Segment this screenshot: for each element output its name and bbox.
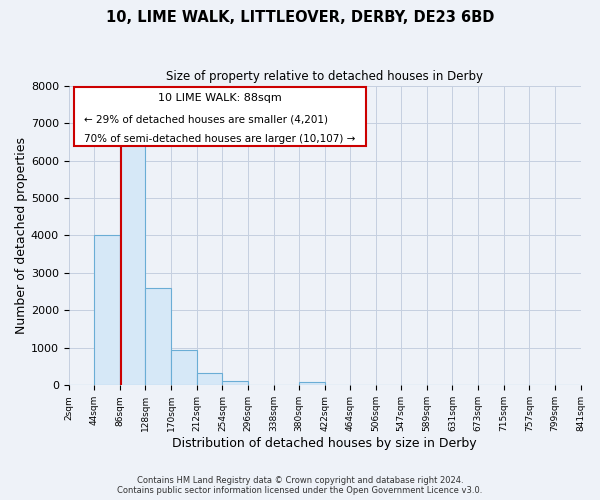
Bar — [299, 382, 325, 386]
Text: 10, LIME WALK, LITTLEOVER, DERBY, DE23 6BD: 10, LIME WALK, LITTLEOVER, DERBY, DE23 6… — [106, 10, 494, 25]
FancyBboxPatch shape — [74, 87, 365, 146]
Text: ← 29% of detached houses are smaller (4,201): ← 29% of detached houses are smaller (4,… — [84, 114, 328, 124]
Title: Size of property relative to detached houses in Derby: Size of property relative to detached ho… — [166, 70, 483, 83]
Y-axis label: Number of detached properties: Number of detached properties — [15, 137, 28, 334]
Bar — [197, 374, 223, 386]
Bar — [171, 350, 197, 386]
Bar — [223, 381, 248, 386]
Bar — [145, 288, 171, 386]
Text: Contains HM Land Registry data © Crown copyright and database right 2024.
Contai: Contains HM Land Registry data © Crown c… — [118, 476, 482, 495]
Bar — [94, 236, 120, 386]
X-axis label: Distribution of detached houses by size in Derby: Distribution of detached houses by size … — [172, 437, 477, 450]
Text: 10 LIME WALK: 88sqm: 10 LIME WALK: 88sqm — [158, 93, 281, 103]
Text: 70% of semi-detached houses are larger (10,107) →: 70% of semi-detached houses are larger (… — [84, 134, 355, 143]
Bar — [120, 140, 145, 386]
